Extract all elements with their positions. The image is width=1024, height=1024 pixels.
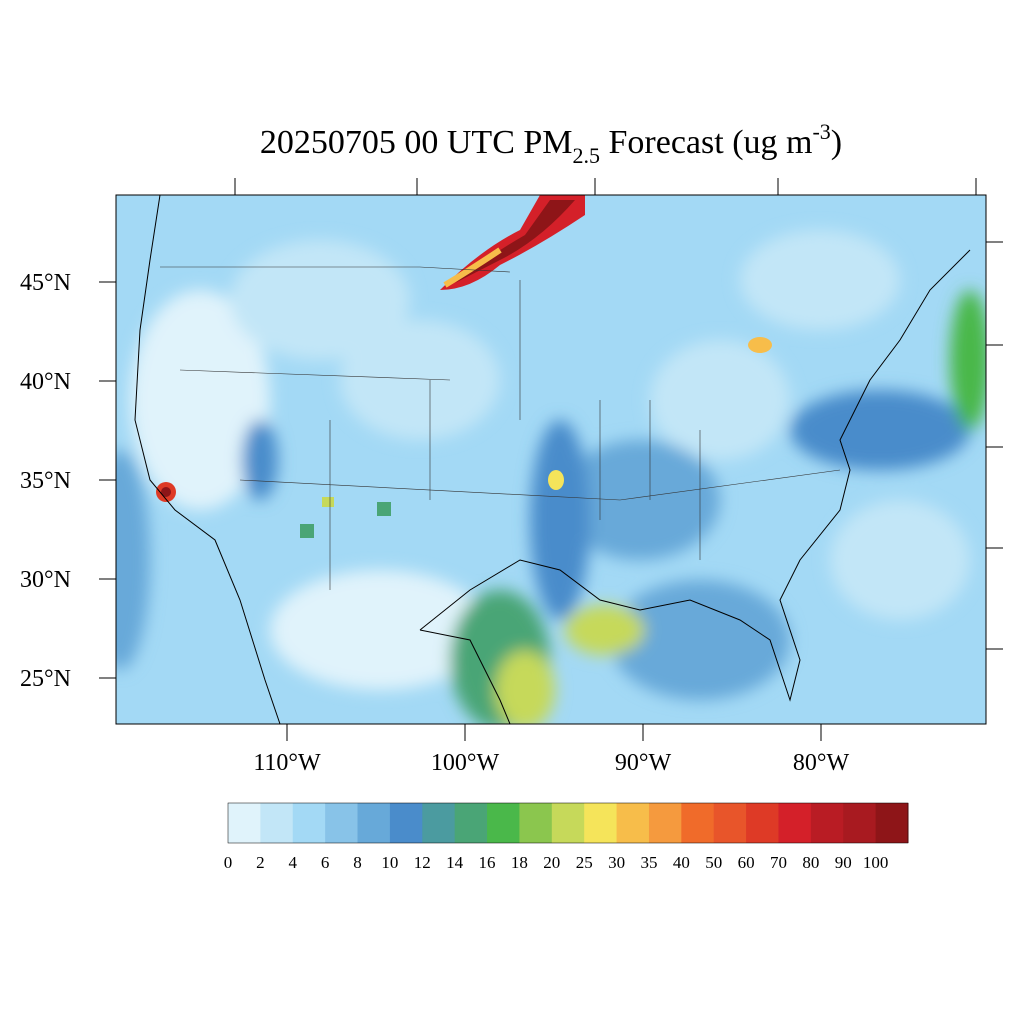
frame-ticks xyxy=(234,178,1003,650)
colorbar-box xyxy=(713,803,747,843)
colorbar-box xyxy=(228,803,261,843)
colorbar-box xyxy=(487,803,520,843)
colorbar-label: 90 xyxy=(835,853,852,872)
colorbar-label: 0 xyxy=(224,853,233,872)
colorbar-label: 60 xyxy=(738,853,755,872)
colorbar-label: 40 xyxy=(673,853,690,872)
colorbar-label: 12 xyxy=(414,853,431,872)
colorbar-label: 35 xyxy=(640,853,657,872)
title-middle: Forecast (ug m xyxy=(600,124,812,161)
lat-label: 25°N xyxy=(20,666,71,692)
colorbar-box xyxy=(357,803,391,843)
colorbar-label: 2 xyxy=(256,853,265,872)
colorbar-box xyxy=(681,803,715,843)
colorbar-box xyxy=(875,803,909,843)
colorbar-box xyxy=(292,803,326,843)
colorbar-label: 8 xyxy=(353,853,362,872)
colorbar-box xyxy=(616,803,650,843)
colorbar-box xyxy=(519,803,553,843)
colorbar-box xyxy=(551,803,585,843)
colorbar-box xyxy=(810,803,844,843)
colorbar-label: 25 xyxy=(576,853,593,872)
title-suffix: ) xyxy=(831,124,842,161)
colorbar-box xyxy=(260,803,294,843)
colorbar-box xyxy=(746,803,779,843)
colorbar-frame xyxy=(227,802,909,844)
colorbar-box xyxy=(843,803,877,843)
colorbar-label: 4 xyxy=(289,853,298,872)
colorbar-label: 16 xyxy=(479,853,496,872)
colorbar-label: 30 xyxy=(608,853,625,872)
lon-label: 110°W xyxy=(253,750,321,776)
lat-label: 35°N xyxy=(20,468,71,494)
lon-label: 90°W xyxy=(615,750,672,776)
colorbar-label: 20 xyxy=(543,853,560,872)
colorbar-label: 50 xyxy=(705,853,722,872)
title-prefix: 20250705 00 UTC PM xyxy=(260,124,573,161)
lat-label: 30°N xyxy=(20,567,71,593)
colorbar-box xyxy=(389,803,423,843)
colorbar-box xyxy=(584,803,618,843)
colorbar-label: 80 xyxy=(802,853,819,872)
map-field xyxy=(116,195,986,724)
colorbar-box xyxy=(648,803,682,843)
colorbar-box xyxy=(325,803,359,843)
lat-label: 40°N xyxy=(20,369,71,395)
colorbar-label: 18 xyxy=(511,853,528,872)
colorbar-label: 10 xyxy=(381,853,398,872)
title-superscript: -3 xyxy=(812,119,830,144)
title-subscript: 2.5 xyxy=(573,143,601,168)
colorbar-label: 6 xyxy=(321,853,330,872)
lon-label: 80°W xyxy=(793,750,850,776)
colorbar-label: 100 xyxy=(863,853,889,872)
colorbar-box xyxy=(422,803,456,843)
map-frame xyxy=(115,194,987,725)
colorbar-box xyxy=(454,803,488,843)
colorbar-label: 70 xyxy=(770,853,787,872)
colorbar-box xyxy=(778,803,812,843)
lon-label: 100°W xyxy=(431,750,500,776)
lat-label: 45°N xyxy=(20,270,71,296)
title: 20250705 00 UTC PM2.5 Forecast (ug m-3) xyxy=(260,119,842,168)
colorbar-label: 14 xyxy=(446,853,464,872)
